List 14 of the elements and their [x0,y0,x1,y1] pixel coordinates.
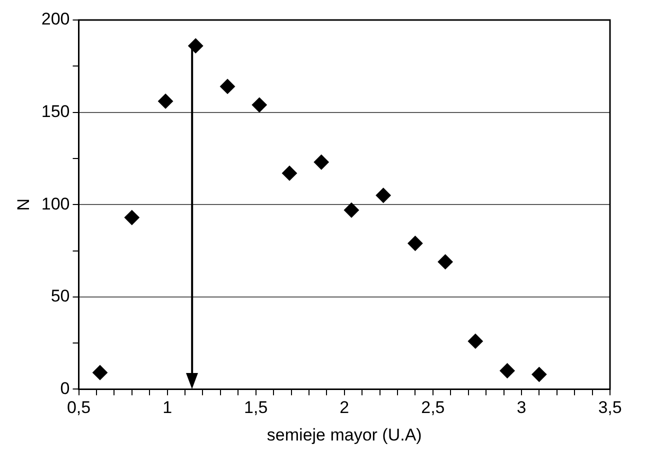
x-tick-label: 2,5 [421,398,445,418]
y-tick-label: 100 [41,194,70,214]
y-tick-label: 50 [50,286,70,306]
x-tick-label: 3 [516,398,526,418]
x-tick-label: 1,5 [244,398,268,418]
y-tick-label: 0 [60,378,70,398]
x-tick-label: 3,5 [598,398,622,418]
y-tick-label: 200 [41,10,70,29]
x-tick-label: 0,5 [66,398,91,418]
y-tick-label: 150 [41,102,70,121]
x-tick-label: 1 [162,398,172,418]
y-axis-title: N [14,198,33,211]
x-axis-title: semieje mayor (U.A) [266,425,422,444]
x-tick-label: 2 [340,398,350,418]
